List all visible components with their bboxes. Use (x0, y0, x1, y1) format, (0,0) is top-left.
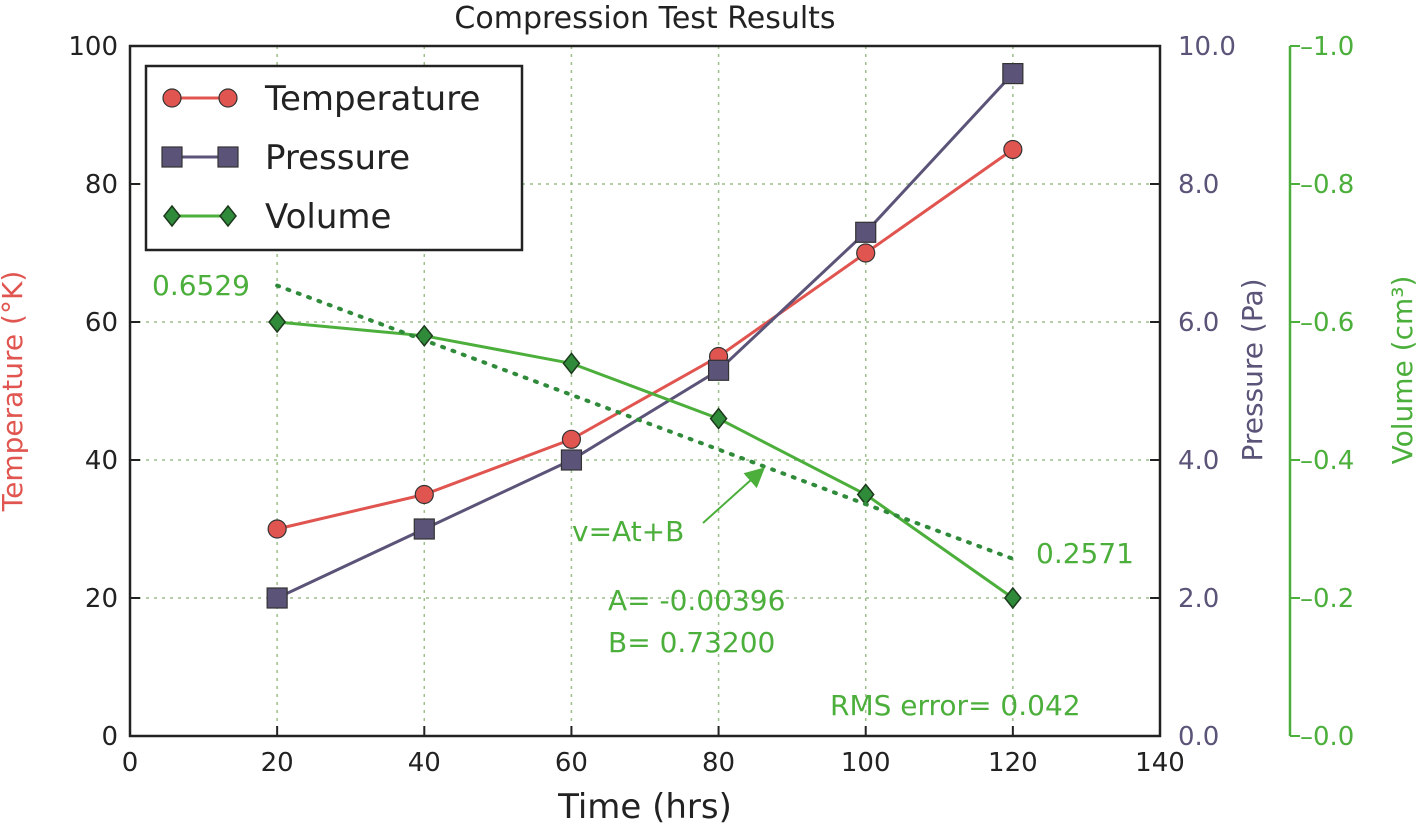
fit-line (275, 283, 1015, 561)
temperature-point (267, 519, 287, 539)
left-tick-label: 20 (85, 584, 118, 614)
volume-tick-label: –0.0 (1300, 722, 1354, 752)
temperature-point (1003, 139, 1023, 160)
x-tick-label: 140 (1135, 748, 1185, 778)
pressure-axis-label: Pressure (Pa) (1236, 278, 1269, 461)
volume-tick-label: –0.2 (1300, 584, 1354, 614)
pressure-point (1002, 62, 1024, 85)
temperature-point (561, 429, 582, 449)
legend-volume-marker (163, 204, 181, 228)
plot-frame (128, 44, 1162, 738)
left-tick-label: 0 (101, 722, 118, 752)
fit-a-label: A= -0.00396 (608, 584, 785, 617)
legend-pressure-marker (161, 146, 183, 168)
legend-pressure-marker (217, 146, 239, 168)
volume-point (268, 310, 287, 334)
pressure-line (276, 72, 1014, 600)
legend-temperature-label: Temperature (264, 79, 480, 119)
x-tick-label: 120 (988, 748, 1038, 778)
left-tick-label: 60 (85, 308, 118, 338)
fit-end-label: 0.2571 (1036, 537, 1134, 570)
legend-temperature-marker (162, 88, 182, 108)
x-tick-label: 60 (555, 748, 588, 778)
chart-title: Compression Test Results (454, 1, 835, 36)
series-layer (266, 62, 1024, 610)
fit-arrow (702, 467, 765, 524)
pressure-tick-label: 8.0 (1178, 170, 1219, 200)
volume-line (277, 320, 1014, 600)
x-tick-label: 80 (702, 748, 735, 778)
fit-start-label: 0.6529 (152, 269, 250, 302)
temperature-line (276, 148, 1014, 531)
left-tick-label: 80 (85, 170, 118, 200)
rms-error-label: RMS error= 0.042 (830, 689, 1081, 722)
legend-temperature-marker (218, 88, 238, 108)
volume-point (1003, 586, 1022, 610)
pressure-point (855, 221, 877, 243)
fit-annotations: 0.6529 0.2571 v=At+B A= -0.00396 B= 0.73… (152, 269, 1134, 722)
fit-layer (275, 283, 1015, 561)
left-tick-label: 100 (68, 32, 118, 62)
volume-axis-label: Volume (cm³) (1386, 276, 1419, 465)
pressure-tick-label: 2.0 (1178, 584, 1219, 614)
x-axis-ticks: 0 20 40 60 80 100 120 140 (122, 726, 1185, 778)
pressure-axis-ticks: 0.0 2.0 4.0 6.0 8.0 10.0 (1150, 32, 1236, 752)
legend: Temperature Pressure Volume (144, 64, 524, 252)
pressure-tick-label: 0.0 (1178, 722, 1219, 752)
volume-point (562, 352, 581, 375)
x-tick-label: 100 (841, 748, 891, 778)
fit-equation-label: v=At+B (572, 515, 684, 548)
pressure-point (560, 449, 583, 471)
pressure-point (266, 587, 288, 609)
x-tick-label: 20 (261, 748, 294, 778)
volume-tick-label: –0.8 (1300, 170, 1354, 200)
volume-tick-label: –0.4 (1300, 446, 1354, 476)
pressure-point (413, 518, 435, 540)
pressure-tick-label: 4.0 (1178, 446, 1219, 476)
left-axis-ticks: 0 20 40 60 80 100 (68, 32, 140, 752)
x-tick-label: 40 (408, 748, 441, 778)
fit-b-label: B= 0.73200 (608, 626, 775, 659)
legend-volume-label: Volume (265, 197, 391, 237)
volume-point (415, 324, 434, 348)
volume-axis-ticks: –0.0 –0.2 –0.4 –0.6 –0.8 –1.0 (1290, 32, 1354, 752)
x-tick-label: 0 (122, 748, 139, 778)
legend-pressure-label: Pressure (265, 138, 410, 178)
pressure-tick-label: 10.0 (1178, 32, 1236, 62)
volume-point (709, 407, 728, 430)
temperature-point (856, 243, 876, 263)
left-tick-label: 40 (85, 446, 118, 476)
legend-volume-marker (219, 204, 237, 228)
pressure-tick-label: 6.0 (1178, 308, 1219, 338)
grid-lines (130, 46, 1160, 736)
pressure-point (707, 359, 730, 381)
temperature-point (414, 484, 434, 505)
x-axis-label: Time (hrs) (557, 787, 732, 827)
left-axis-label: Temperature (°K) (0, 271, 29, 512)
volume-point (856, 483, 875, 506)
volume-tick-label: –0.6 (1300, 308, 1354, 338)
volume-tick-label: –1.0 (1300, 32, 1354, 62)
